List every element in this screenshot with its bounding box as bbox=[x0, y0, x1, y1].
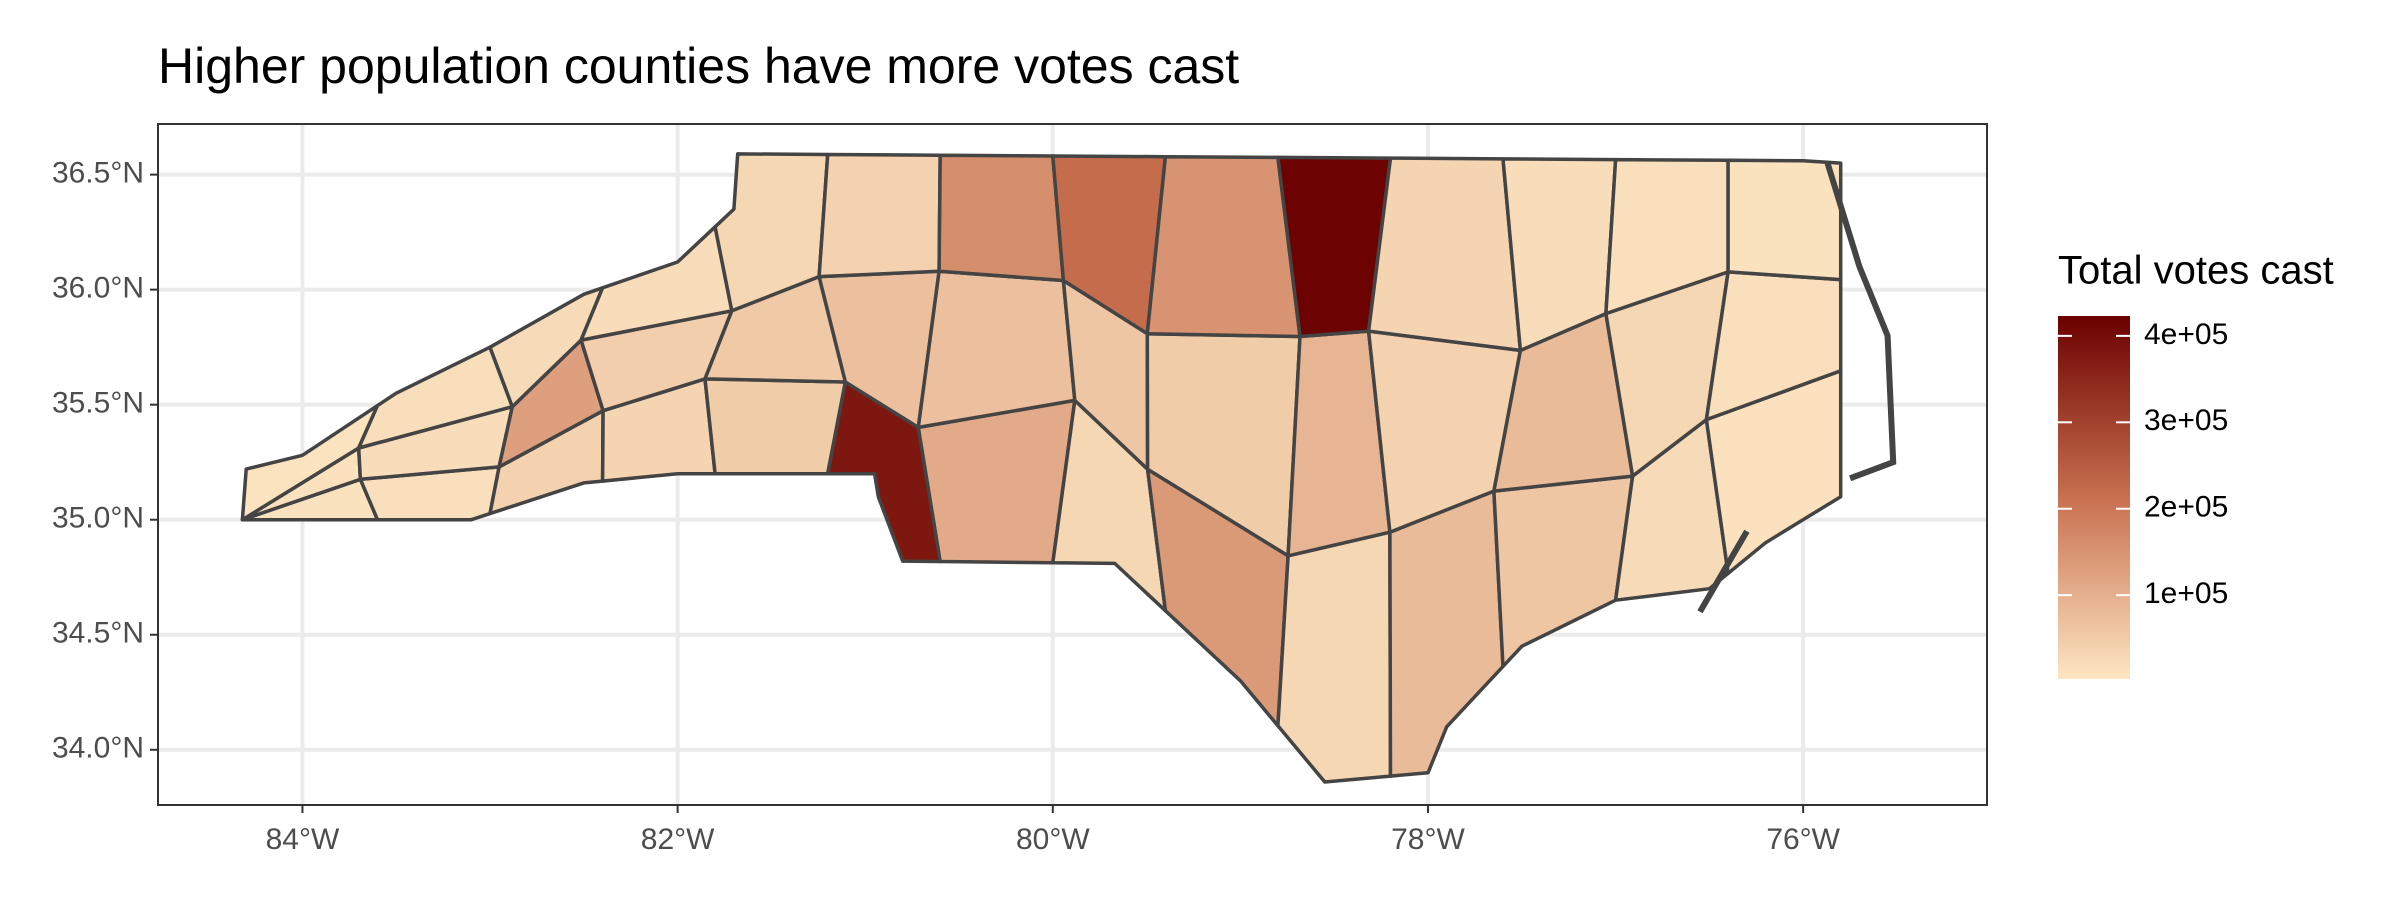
x-tick-label: 78°W bbox=[1391, 823, 1465, 856]
y-tick-label: 36.5°N bbox=[52, 157, 144, 190]
chart-title: Higher population counties have more vot… bbox=[158, 38, 1239, 94]
panel-border bbox=[157, 123, 1988, 806]
x-tick-label: 76°W bbox=[1766, 823, 1840, 856]
county bbox=[356, 345, 515, 450]
colorbar-label: 3e+05 bbox=[2144, 404, 2228, 437]
colorbar-label: 2e+05 bbox=[2144, 491, 2228, 524]
county bbox=[1726, 158, 1843, 282]
y-tick-label: 34.0°N bbox=[52, 732, 144, 765]
county bbox=[1276, 530, 1393, 784]
x-tick-label: 80°W bbox=[1016, 823, 1090, 856]
y-tick-label: 34.5°N bbox=[52, 617, 144, 650]
counties bbox=[240, 152, 1843, 784]
outer-banks bbox=[1824, 162, 1897, 482]
y-tick-label: 36.0°N bbox=[52, 272, 144, 305]
outer-banks bbox=[1697, 529, 1750, 614]
x-tick-label: 82°W bbox=[641, 823, 715, 856]
county bbox=[488, 286, 605, 409]
county bbox=[240, 403, 380, 522]
county bbox=[916, 269, 1077, 430]
county bbox=[817, 152, 942, 279]
y-tick-label: 35.0°N bbox=[52, 502, 144, 535]
legend-title: Total votes cast bbox=[2058, 249, 2334, 293]
colorbar bbox=[2058, 316, 2130, 679]
county bbox=[1145, 154, 1302, 339]
colorbar-label: 4e+05 bbox=[2144, 318, 2228, 351]
county bbox=[579, 225, 734, 342]
y-tick-label: 35.5°N bbox=[52, 387, 144, 420]
county bbox=[1704, 369, 1843, 576]
colorbar-label: 1e+05 bbox=[2144, 577, 2228, 610]
county bbox=[1366, 156, 1523, 353]
county bbox=[703, 377, 848, 476]
county bbox=[937, 153, 1066, 283]
x-tick-label: 84°W bbox=[266, 823, 340, 856]
